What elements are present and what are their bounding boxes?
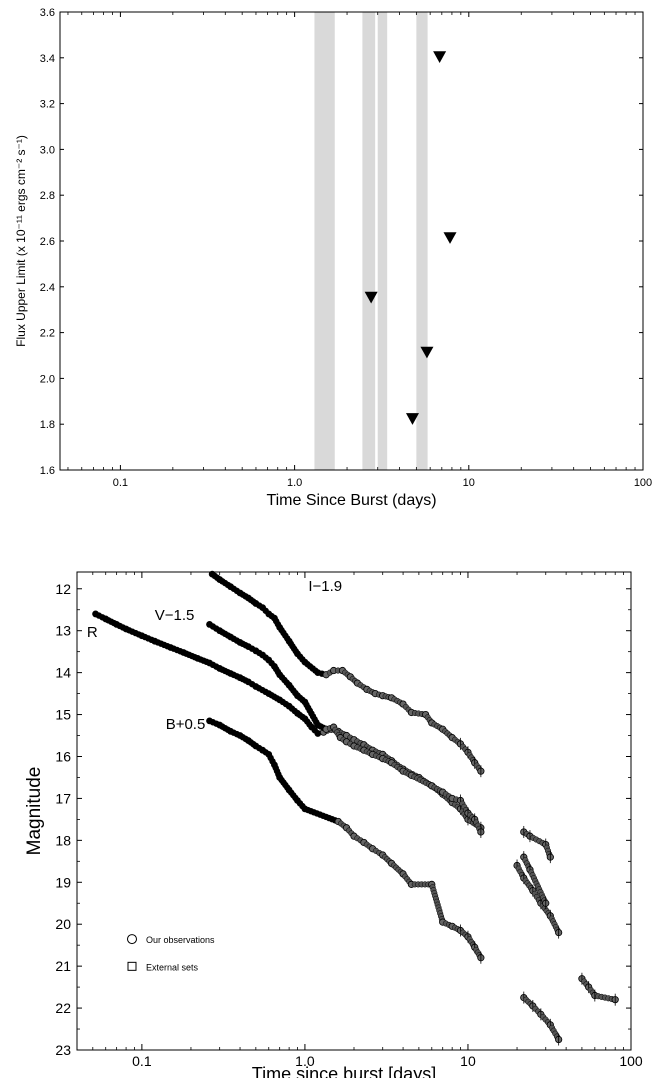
- chart2-legend-label-0: Our observations: [146, 935, 215, 945]
- chart1-xtick-label-1: 1.0: [287, 477, 302, 489]
- chart1-ytick-label-9: 3.4: [40, 53, 55, 65]
- chart1-ytick-label-1: 1.8: [40, 419, 55, 431]
- chart2-ytick-label-2: 14: [55, 665, 71, 681]
- chart2-xtick-label-2: 10: [460, 1053, 476, 1069]
- chart1-ytick-label-0: 1.6: [40, 465, 55, 477]
- chart1-upper-limit-marker-1: [405, 413, 419, 425]
- chart1-ytick-label-4: 2.4: [40, 282, 55, 294]
- chart2-ytick-label-11: 23: [55, 1042, 71, 1058]
- chart2-xtick-label-3: 100: [619, 1053, 643, 1069]
- chart2-series-label-2: I−1.9: [308, 578, 342, 595]
- chart2-series-label-0: R: [87, 624, 98, 641]
- chart1-ytick-label-3: 2.2: [40, 328, 55, 340]
- chart1-shaded-band-1: [362, 12, 376, 470]
- chart2-x-axis-label: Time since burst [days]: [252, 1064, 436, 1078]
- chart1-ytick-label-10: 3.6: [40, 7, 55, 19]
- chart2-legend-label-1: External sets: [146, 962, 199, 972]
- chart1-upper-limit-marker-0: [364, 291, 378, 304]
- chart2-series-R-point-21: [314, 730, 322, 737]
- chart2-ytick-label-6: 18: [55, 832, 71, 848]
- chart2-ytick-label-8: 20: [55, 916, 71, 932]
- chart2-legend-marker-circle: [127, 934, 137, 945]
- chart1-x-axis-label: Time Since Burst (days): [266, 492, 436, 509]
- chart2-frame: [76, 571, 632, 1051]
- chart2-y-axis-label: Magnitude: [24, 767, 45, 856]
- chart1-ytick-label-8: 3.2: [40, 99, 55, 111]
- chart2-series-label-3: B+0.5: [166, 716, 206, 733]
- chart2-ytick-label-7: 19: [55, 874, 71, 890]
- chart2-xtick-label-1: 1.0: [295, 1053, 315, 1069]
- chart1-shaded-band-2: [377, 12, 388, 470]
- chart1-ytick-label-7: 3.0: [40, 144, 55, 156]
- chart2-ytick-label-0: 12: [55, 581, 71, 597]
- chart1-upper-limit-marker-2: [420, 346, 434, 359]
- chart1-shaded-band-3: [416, 12, 428, 470]
- chart2-ytick-label-1: 13: [55, 623, 71, 639]
- chart1-frame: [59, 11, 644, 471]
- chart2-xtick-label-0: 0.1: [132, 1053, 152, 1069]
- chart1-ytick-label-6: 2.8: [40, 190, 55, 202]
- chart1-shaded-band-0: [314, 12, 335, 470]
- chart2-ytick-label-5: 17: [55, 790, 71, 806]
- chart1-ytick-label-2: 2.0: [40, 373, 55, 385]
- chart2-ytick-label-3: 15: [55, 707, 71, 723]
- chart2-ytick-label-10: 22: [55, 1000, 71, 1016]
- chart1-xtick-label-0: 0.1: [113, 477, 128, 489]
- chart1-upper-limit-marker-3: [433, 51, 447, 63]
- chart1-ytick-label-5: 2.6: [40, 236, 55, 248]
- chart1-y-axis-label: Flux Upper Limit (x 10⁻¹¹ ergs cm⁻² s⁻¹): [14, 135, 28, 347]
- chart2-ytick-label-9: 21: [55, 958, 71, 974]
- chart1-xtick-label-2: 10: [463, 477, 475, 489]
- chart1-upper-limit-marker-4: [443, 232, 457, 244]
- chart2-series-label-1: V−1.5: [155, 607, 195, 624]
- chart2-legend-marker-square: [127, 961, 137, 971]
- chart2-ytick-label-4: 16: [55, 748, 71, 764]
- chart1-xtick-label-3: 100: [634, 477, 652, 489]
